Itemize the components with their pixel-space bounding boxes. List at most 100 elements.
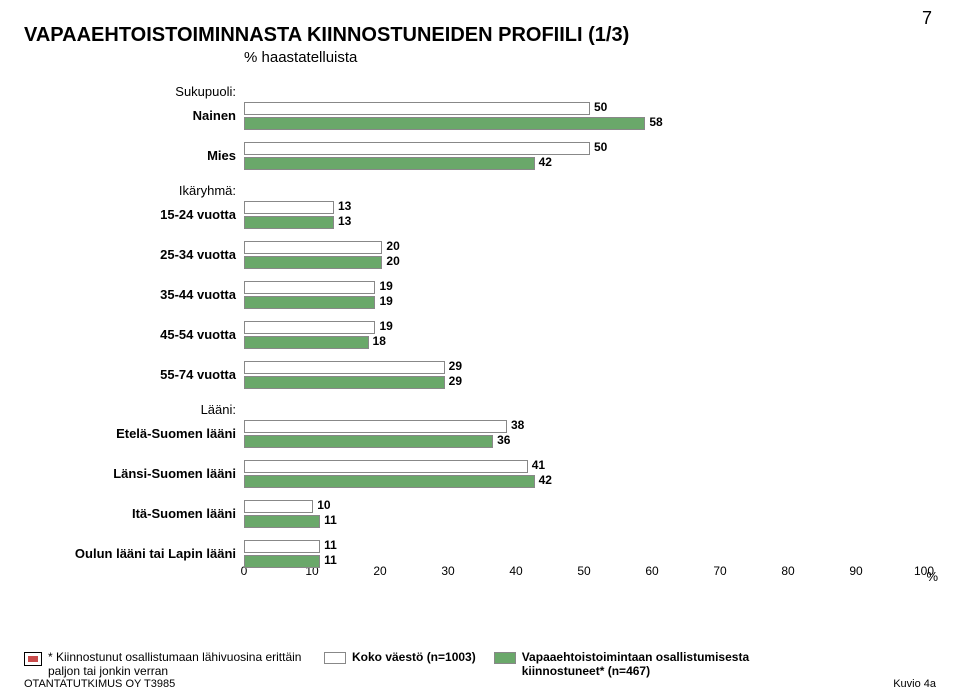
bar	[244, 420, 507, 433]
bar-row: 15-24 vuotta13	[24, 200, 936, 215]
chart-subtitle: % haastatelluista	[24, 49, 936, 66]
bar	[244, 540, 320, 553]
category-pair: Oulun lääni tai Lapin lääni 1111	[24, 539, 936, 569]
bar-plot: 20	[244, 240, 936, 255]
value-label: 42	[539, 473, 552, 487]
bar	[244, 555, 320, 568]
bar	[244, 281, 375, 294]
category-pair: 15-24 vuotta1313	[24, 200, 936, 230]
value-label: 41	[532, 458, 545, 472]
value-label: 11	[324, 553, 337, 567]
legend-label: Vapaaehtoistoimintaan osallistumisesta k…	[522, 650, 794, 678]
chart-rows: Sukupuoli:Nainen5058Mies5042Ikäryhmä:15-…	[24, 72, 936, 579]
bar-plot: 19	[244, 320, 936, 335]
footnote: * Kiinnostunut osallistumaan lähivuosina…	[24, 650, 304, 678]
legend-item: Vapaaehtoistoimintaan osallistumisesta k…	[494, 650, 794, 678]
value-label: 19	[379, 319, 392, 333]
group-header: Sukupuoli:	[24, 84, 244, 99]
category-pair: Mies5042	[24, 141, 936, 171]
bar-row: Länsi-Suomen lääni41	[24, 459, 936, 474]
bar-plot: 13	[244, 215, 936, 230]
bar	[244, 376, 445, 389]
value-label: 29	[449, 374, 462, 388]
bar-plot: 36	[244, 434, 936, 449]
category-label: 55-74 vuotta	[24, 367, 244, 382]
bar	[244, 336, 369, 349]
bar-row: 45-54 vuotta19	[24, 320, 936, 335]
bar-plot: 29	[244, 360, 936, 375]
bar-plot: 42	[244, 156, 936, 171]
value-label: 38	[511, 418, 524, 432]
category-label: Länsi-Suomen lääni	[24, 466, 244, 481]
category-label: 35-44 vuotta	[24, 287, 244, 302]
bar	[244, 361, 445, 374]
bar-plot: 29	[244, 375, 936, 390]
category-label: Mies	[24, 148, 244, 163]
bar-plot: 11	[244, 554, 936, 569]
legend-swatch	[324, 652, 346, 664]
category-label: 45-54 vuotta	[24, 327, 244, 342]
value-label: 50	[594, 140, 607, 154]
pct-label: %	[926, 569, 938, 584]
value-label: 10	[317, 498, 330, 512]
legend-label: Koko väestö (n=1003)	[352, 650, 476, 664]
bar-row: Etelä-Suomen lääni38	[24, 419, 936, 434]
bar-plot: 19	[244, 280, 936, 295]
value-label: 11	[324, 513, 337, 527]
bar-plot: 42	[244, 474, 936, 489]
value-label: 20	[386, 239, 399, 253]
bar-plot: 50	[244, 141, 936, 156]
bar-plot: 41	[244, 459, 936, 474]
bar-plot: 19	[244, 295, 936, 310]
value-label: 42	[539, 155, 552, 169]
bar	[244, 216, 334, 229]
bar	[244, 435, 493, 448]
legend: Koko väestö (n=1003) Vapaaehtoistoimintaa…	[324, 650, 936, 678]
bar	[244, 500, 313, 513]
bar	[244, 515, 320, 528]
bar-row: 55-74 vuotta29	[24, 360, 936, 375]
footer-right-text: Kuvio 4a	[893, 678, 936, 690]
category-pair: 25-34 vuotta2020	[24, 240, 936, 270]
category-label: Oulun lääni tai Lapin lääni	[24, 546, 244, 561]
bar-plot: 20	[244, 255, 936, 270]
bar	[244, 201, 334, 214]
value-label: 13	[338, 214, 351, 228]
group-header: Ikäryhmä:	[24, 183, 244, 198]
category-label: Itä-Suomen lääni	[24, 506, 244, 521]
bar-row: Mies50	[24, 141, 936, 156]
bar-plot: 10	[244, 499, 936, 514]
value-label: 11	[324, 538, 337, 552]
value-label: 20	[386, 254, 399, 268]
bar	[244, 460, 528, 473]
category-label: Etelä-Suomen lääni	[24, 426, 244, 441]
value-label: 29	[449, 359, 462, 373]
value-label: 50	[594, 100, 607, 114]
value-label: 58	[649, 115, 662, 129]
legend-swatch	[494, 652, 516, 664]
category-pair: 45-54 vuotta1918	[24, 320, 936, 350]
value-label: 18	[373, 334, 386, 348]
category-pair: 35-44 vuotta1919	[24, 280, 936, 310]
footer-left-text: OTANTATUTKIMUS OY T3985	[24, 678, 175, 690]
bar-row: Nainen50	[24, 101, 936, 116]
bar	[244, 475, 535, 488]
bar-plot: 11	[244, 514, 936, 529]
page-number: 7	[922, 8, 932, 29]
chart-title: VAPAAEHTOISTOIMINNASTA KIINNOSTUNEIDEN P…	[24, 24, 936, 47]
footnote-marker-icon	[24, 652, 42, 666]
bar-plot: 38	[244, 419, 936, 434]
bar-plot: 18	[244, 335, 936, 350]
value-label: 36	[497, 433, 510, 447]
category-pair: Itä-Suomen lääni1011	[24, 499, 936, 529]
footer: * Kiinnostunut osallistumaan lähivuosina…	[24, 650, 936, 678]
value-label: 13	[338, 199, 351, 213]
value-label: 19	[379, 279, 392, 293]
category-label: Nainen	[24, 108, 244, 123]
bar-row: Itä-Suomen lääni10	[24, 499, 936, 514]
bar-plot: 13	[244, 200, 936, 215]
category-pair: Nainen5058	[24, 101, 936, 131]
bar	[244, 256, 382, 269]
bar	[244, 157, 535, 170]
bar-plot: 58	[244, 116, 936, 131]
